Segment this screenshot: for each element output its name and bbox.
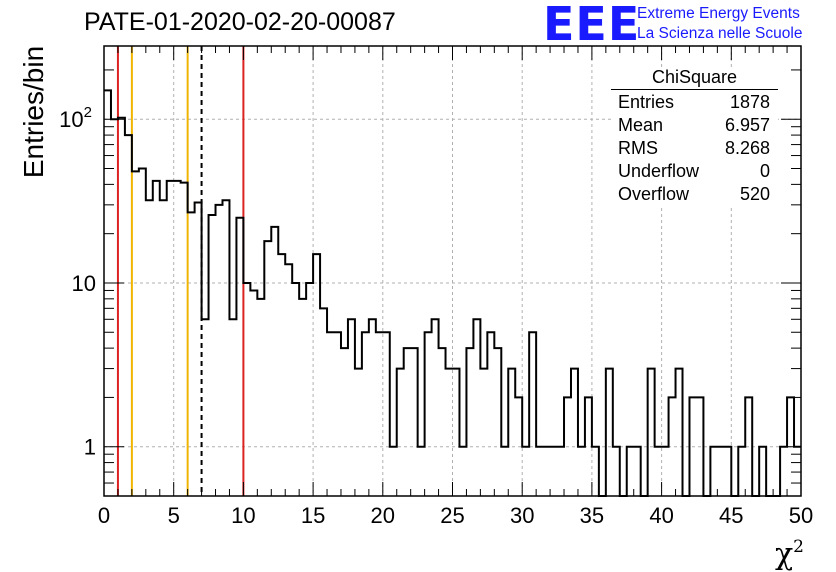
stats-row-rms: RMS 8.268 [611, 137, 778, 160]
x-tick-label: 10 [231, 503, 255, 528]
stats-title: ChiSquare [611, 67, 778, 90]
x-axis-label: χ2 [775, 537, 804, 572]
x-tick-label: 15 [301, 503, 325, 528]
stats-label: RMS [618, 138, 658, 158]
y-tick-label: 102 [59, 104, 92, 132]
x-axis-label-base: χ [774, 537, 794, 572]
x-tick-label: 45 [719, 503, 743, 528]
y-axis-label: Entries/bin [18, 45, 49, 179]
eee-logo-mark: EEE [543, 0, 641, 51]
stats-value: 0 [759, 161, 770, 181]
stats-label: Entries [618, 92, 675, 112]
eee-logo-line-1: Extreme Energy Events [637, 5, 800, 22]
y-tick-label-base: 10 [59, 107, 83, 132]
stats-row-underflow: Underflow 0 [611, 160, 778, 183]
reference-lines [116, 46, 245, 496]
stats-row-entries: Entries 1878 [611, 91, 778, 114]
x-tick-label: 50 [789, 503, 813, 528]
stats-label: Mean [618, 115, 664, 135]
stats-label: Overflow [618, 184, 690, 204]
x-axis-label-sup: 2 [793, 537, 804, 557]
histogram-outline [104, 89, 801, 497]
x-tick-label: 35 [580, 503, 604, 528]
x-tick-label: 40 [649, 503, 673, 528]
y-tick-label: 1 [84, 435, 96, 460]
x-tick-label: 5 [168, 503, 180, 528]
stats-box: ChiSquare Entries 1878 Mean 6.957 RMS 8.… [611, 67, 778, 206]
y-tick-label: 10 [72, 271, 96, 296]
stats-row-mean: Mean 6.957 [611, 114, 778, 137]
y-tick-label-exp: 2 [84, 104, 92, 121]
chart-title: PATE-01-2020-02-20-00087 [84, 8, 396, 36]
x-tick-label: 30 [510, 503, 534, 528]
stats-value: 1878 [729, 92, 770, 112]
stats-label: Underflow [618, 161, 700, 181]
stats-value: 6.957 [724, 115, 770, 135]
stats-value: 8.268 [724, 138, 770, 158]
x-tick-label: 20 [371, 503, 395, 528]
eee-logo-line-2: La Scienza nelle Scuole [637, 25, 803, 42]
x-tick-label: 25 [440, 503, 464, 528]
stats-value: 520 [739, 184, 770, 204]
x-tick-label: 0 [98, 503, 110, 528]
axis-ticks [103, 46, 802, 497]
stats-row-overflow: Overflow 520 [611, 183, 778, 206]
